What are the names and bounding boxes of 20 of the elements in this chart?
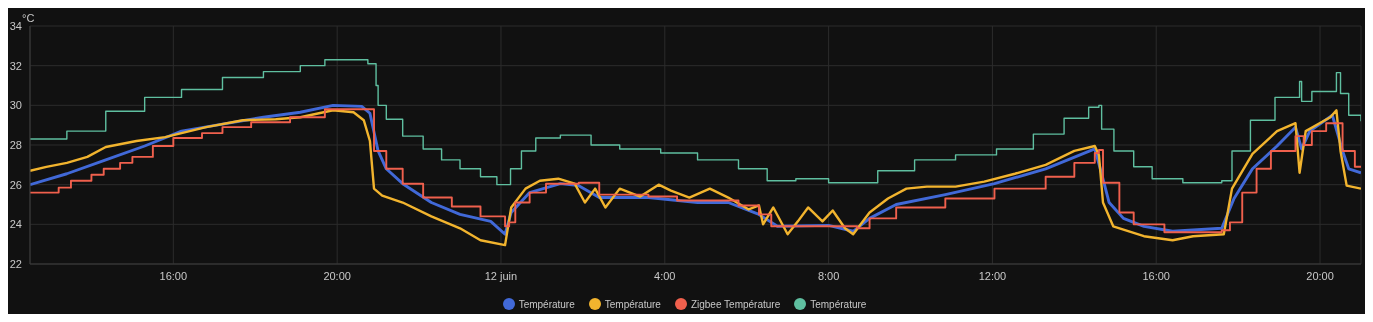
x-tick-label: 12:00 [978, 269, 1007, 282]
x-tick-label: 8:00 [817, 269, 840, 282]
x-tick-label: 4:00 [654, 269, 676, 282]
y-tick-label: 32 [9, 59, 22, 72]
legend-label: Température [604, 298, 661, 310]
y-tick-label: 26 [9, 178, 22, 191]
y-tick-label: 24 [9, 218, 22, 231]
x-tick-label: 12 juin [484, 269, 518, 282]
x-tick-label: 20:00 [323, 269, 351, 282]
x-tick-label: 16:00 [1142, 269, 1170, 282]
legend-label: Température [810, 298, 867, 310]
y-tick-label: 30 [9, 99, 22, 112]
x-tick-label: 20:00 [1306, 269, 1334, 282]
legend-label: Zigbee Température [690, 298, 781, 310]
legend-label: Température [518, 298, 575, 310]
y-tick-label: 28 [9, 138, 22, 151]
y-axis-title: °C [22, 12, 35, 24]
x-tick-label: 16:00 [159, 269, 188, 282]
y-tick-label: 22 [9, 257, 22, 270]
y-tick-label: 34 [9, 19, 22, 32]
